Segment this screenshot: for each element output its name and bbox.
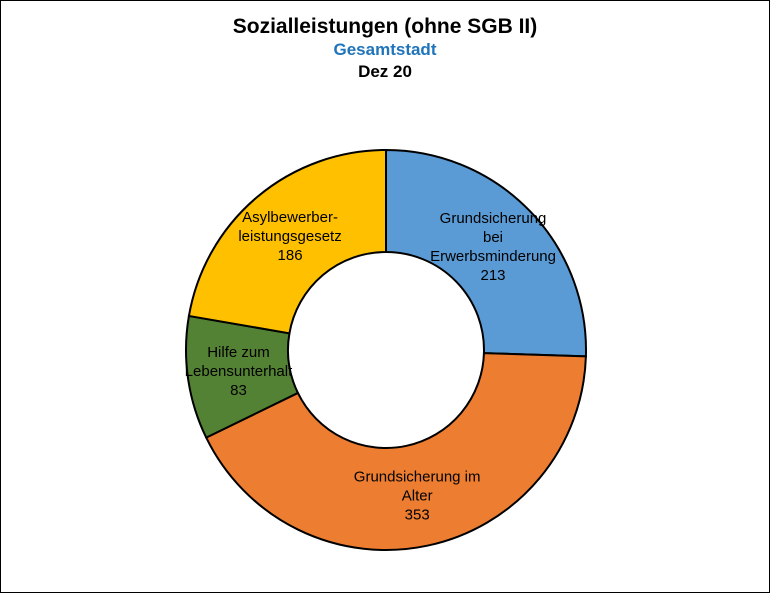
slice-value: 353 — [405, 507, 430, 524]
slice-label-line: Alter — [402, 488, 433, 505]
slice-label-line: Grundsicherung im — [354, 469, 481, 486]
chart-title: Sozialleistungen (ohne SGB II) — [232, 15, 538, 38]
slice-label-grundsicherung-bei-erwerbsminderung: Grundsicherung bei Erwerbsminderung 213 — [430, 210, 556, 284]
slice-value: 213 — [481, 267, 506, 284]
slice-label-line: Asylbewerber- — [242, 209, 338, 226]
slice-label-line: Grundsicherung — [440, 210, 547, 227]
slice-label-line: leistungsgesetz — [238, 228, 341, 245]
donut-slice-grundsicherung-bei-erwerbsminderung — [385, 148, 587, 358]
chart-period: Dez 20 — [358, 62, 412, 81]
donut-slice-asylbewerber-leistungsgesetz — [187, 148, 387, 335]
slice-label-hilfe-zum-lebensunterhalt: Hilfe zum Lebensunterhalt 83 — [185, 344, 293, 399]
slice-value: 83 — [230, 382, 247, 399]
slice-label-line: Hilfe zum — [207, 344, 270, 361]
chart-subtitle: Gesamtstadt — [333, 40, 437, 59]
slice-label-grundsicherung-im-alter: Grundsicherung im Alter 353 — [354, 469, 481, 524]
slice-label-asylbewerber-leistungsgesetz: Asylbewerber-leistungsgesetz 186 — [238, 209, 341, 264]
slice-label-line: bei — [483, 229, 503, 246]
donut-slice-grundsicherung-im-alter — [204, 352, 587, 551]
slice-value: 186 — [278, 247, 303, 264]
chart-titles: Sozialleistungen (ohne SGB II) Gesamtsta… — [1, 15, 769, 83]
slice-label-line: Erwerbsminderung — [430, 248, 556, 265]
slice-label-line: Lebensunterhalt — [185, 363, 293, 380]
